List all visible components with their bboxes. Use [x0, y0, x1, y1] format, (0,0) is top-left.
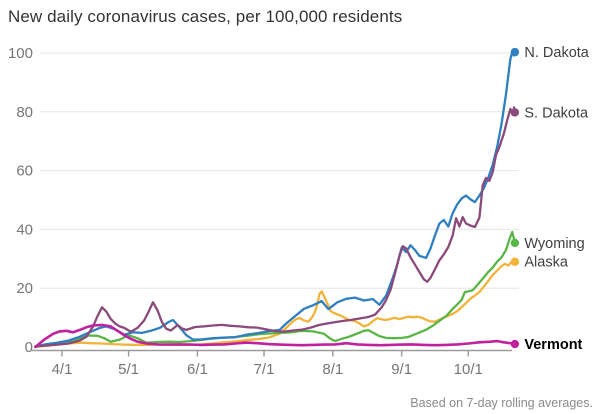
x-tick-label-7-1: 7/1: [254, 361, 275, 378]
series-line-vermont: [34, 323, 517, 349]
series-endpoint-dot-s-dakota: [510, 108, 520, 117]
chart-title: New daily coronavirus cases, per 100,000…: [8, 7, 403, 26]
chart-footnote: Based on 7-day rolling averages.: [410, 396, 593, 410]
x-tick-label-4-1: 4/1: [52, 361, 73, 378]
x-tick-label-5-1: 5/1: [118, 361, 139, 378]
y-tick-label-80: 80: [16, 104, 33, 121]
series-label-vermont: Vermont: [524, 337, 582, 353]
y-tick-label-20: 20: [16, 280, 33, 297]
series-label-alaska: Alaska: [524, 255, 568, 271]
x-tick-label-9-1: 9/1: [391, 361, 412, 378]
series-endpoint-dot-alaska: [510, 257, 520, 266]
series-line-wyoming: [34, 230, 517, 348]
series-endpoint-dot-wyoming: [510, 238, 520, 248]
y-tick-label-100: 100: [8, 45, 33, 62]
y-tick-label-60: 60: [16, 163, 33, 180]
series-endpoint-dot-n-dakota: [510, 47, 520, 57]
series-line-n-dakota: [34, 49, 517, 348]
y-tick-label-40: 40: [16, 221, 33, 238]
series-line-s-dakota: [34, 106, 517, 348]
series-label-wyoming: Wyoming: [524, 236, 584, 252]
y-tick-label-0: 0: [25, 339, 33, 356]
series-label-n-dakota: N. Dakota: [524, 45, 589, 61]
x-tick-label-6-1: 6/1: [187, 361, 208, 378]
series-label-s-dakota: S. Dakota: [524, 105, 589, 121]
x-tick-label-10-1: 10/1: [454, 361, 483, 378]
x-tick-label-8-1: 8/1: [322, 361, 343, 378]
series-endpoint-dot-vermont: [510, 339, 520, 349]
